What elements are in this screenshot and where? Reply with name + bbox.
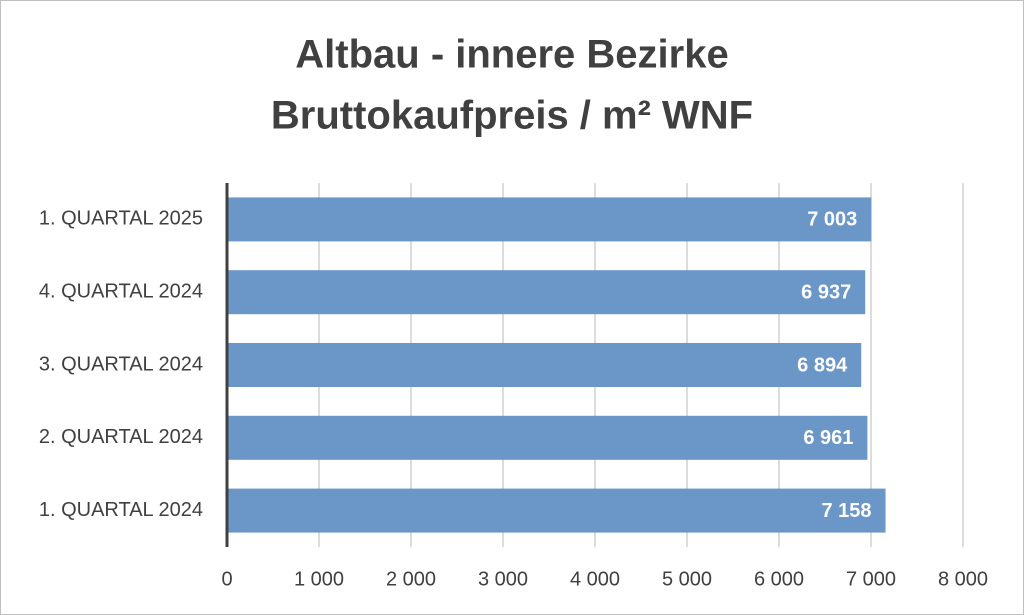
bar [227,270,866,315]
x-tick-label: 5 000 [662,568,712,590]
x-tick-label: 7 000 [846,568,896,590]
bar [227,415,868,460]
y-tick-label: 2. QUARTAL 2024 [39,426,203,448]
y-tick-label: 1. QUARTAL 2025 [39,208,203,230]
chart-title: Bruttokaufpreis / m² WNF [271,94,753,138]
bar [227,197,872,242]
y-tick-label: 1. QUARTAL 2024 [39,499,203,521]
y-tick-label: 3. QUARTAL 2024 [39,353,203,375]
value-label: 7 158 [821,500,871,522]
x-tick-label: 1 000 [294,568,344,590]
x-tick-label: 8 000 [938,568,988,590]
x-tick-label: 2 000 [386,568,436,590]
x-tick-label: 3 000 [478,568,528,590]
x-tick-label: 0 [221,568,232,590]
x-tick-label: 4 000 [570,568,620,590]
value-label: 6 894 [797,354,848,376]
chart-title: Altbau - innere Bezirke [295,33,728,77]
value-label: 6 961 [803,427,853,449]
x-tick-label: 6 000 [754,568,804,590]
y-tick-label: 4. QUARTAL 2024 [39,280,203,302]
value-label: 7 003 [807,209,857,231]
bar [227,488,886,533]
value-label: 6 937 [801,281,851,303]
bar [227,343,862,387]
